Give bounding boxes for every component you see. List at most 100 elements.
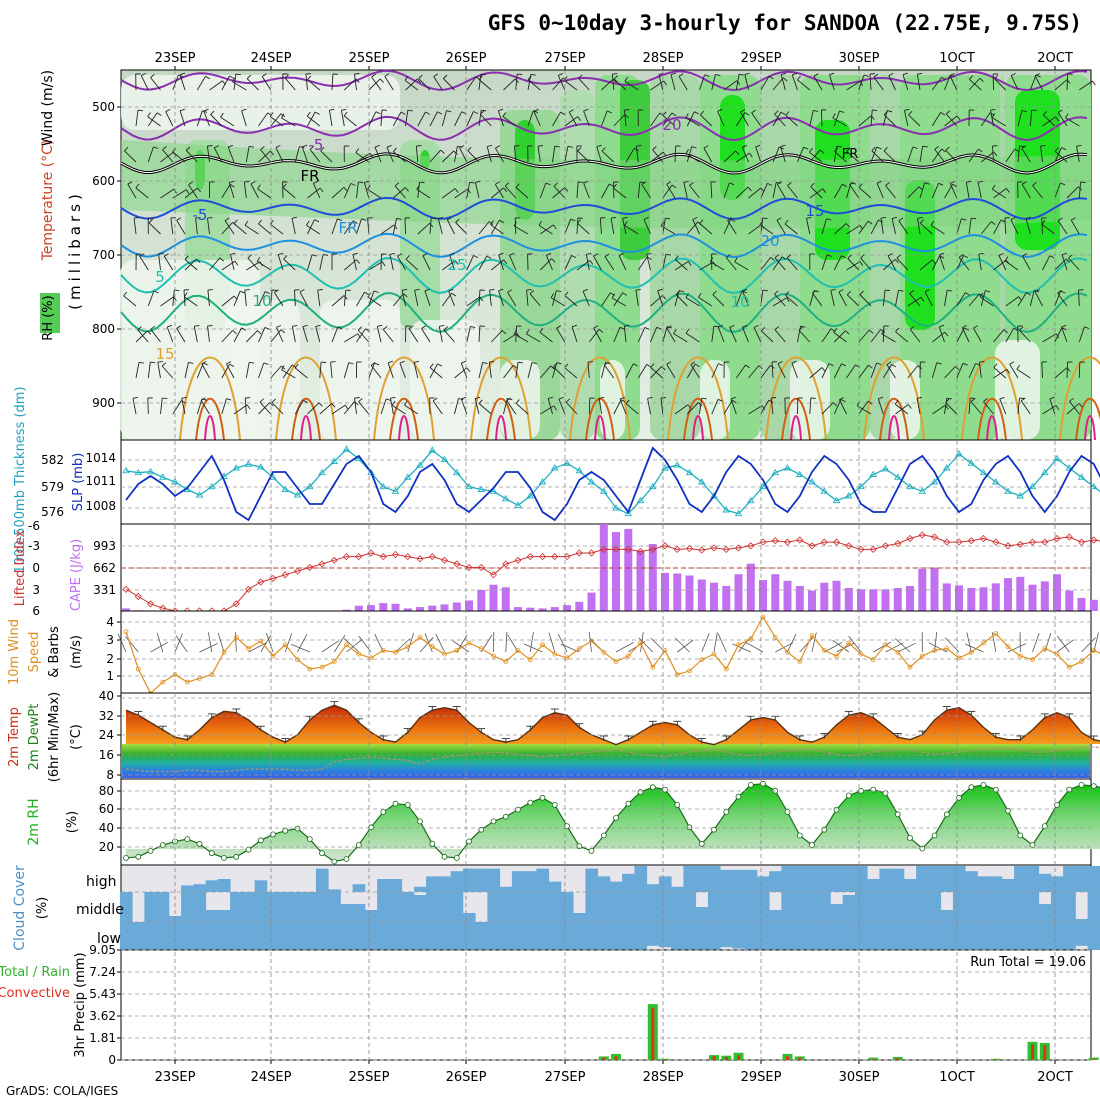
wind-barb bbox=[981, 151, 994, 163]
slp-tick-label: 1011 bbox=[85, 474, 116, 488]
wind-barb bbox=[748, 365, 760, 379]
wind-barb bbox=[380, 253, 382, 271]
li-point bbox=[661, 542, 669, 550]
wind-barb bbox=[448, 290, 455, 307]
wind-barb-flag bbox=[186, 189, 190, 195]
wind-label-b: Speed bbox=[27, 632, 42, 673]
wind-barb bbox=[699, 74, 706, 91]
wind-speed-point bbox=[993, 631, 999, 636]
cloud-bar bbox=[756, 922, 770, 950]
rh-point bbox=[1078, 782, 1085, 788]
wind-barb bbox=[699, 114, 713, 127]
wind-barb-flag bbox=[979, 292, 984, 298]
cloud-bar bbox=[781, 866, 795, 892]
wind-barb bbox=[735, 364, 746, 379]
wind-barb bbox=[331, 186, 345, 199]
wind-barb-flag bbox=[414, 360, 420, 363]
thickness-point bbox=[538, 478, 547, 485]
axis-tick-label: 500 bbox=[92, 100, 115, 114]
cloud-bar bbox=[438, 892, 452, 922]
cloud-bar bbox=[193, 884, 207, 892]
wind-barb bbox=[433, 76, 443, 91]
wind-barb-flag bbox=[622, 216, 628, 219]
surface-wind-barb bbox=[156, 632, 164, 653]
wind-barb bbox=[978, 362, 982, 379]
cloud-bar bbox=[475, 868, 488, 892]
thickness-point bbox=[1040, 468, 1049, 476]
wind-barb-flag bbox=[498, 108, 504, 112]
wind-speed-point bbox=[380, 648, 386, 653]
wind-barb-flag bbox=[867, 220, 873, 225]
wind-barb bbox=[992, 188, 1007, 199]
wind-speed-point bbox=[258, 638, 264, 644]
wind-barb-flag bbox=[467, 146, 472, 152]
li-point bbox=[698, 546, 706, 554]
wind-barb-flag bbox=[777, 181, 782, 185]
wind-barb bbox=[384, 76, 394, 91]
li-point bbox=[796, 536, 804, 544]
wind-barb bbox=[833, 399, 842, 415]
wind-barb bbox=[127, 183, 137, 199]
wind-barb bbox=[968, 397, 971, 415]
wind-barb-flag bbox=[753, 324, 759, 328]
wind-barb bbox=[834, 151, 847, 163]
wind-barb-flag bbox=[917, 396, 923, 399]
cloud-bar bbox=[119, 922, 133, 950]
cloud-bar bbox=[707, 866, 721, 892]
li-point bbox=[244, 585, 253, 593]
cape-bar bbox=[722, 586, 731, 611]
wind-barb bbox=[723, 150, 736, 163]
wind-barb bbox=[538, 225, 553, 235]
contour-label: 10 bbox=[252, 292, 271, 310]
rh-point bbox=[551, 802, 558, 808]
wind-barb bbox=[1021, 183, 1031, 199]
wind-barb bbox=[371, 76, 382, 91]
surface-wind-barb bbox=[894, 638, 911, 653]
wind-barb bbox=[601, 292, 611, 307]
wind-barb bbox=[135, 110, 139, 127]
wind-barb bbox=[895, 331, 909, 343]
wind-barb bbox=[490, 219, 500, 235]
wind-barb bbox=[931, 255, 941, 271]
li-point bbox=[538, 553, 547, 561]
cloud-bar bbox=[217, 910, 231, 922]
wind-barb-flag bbox=[197, 187, 201, 193]
wind-barb bbox=[307, 79, 321, 91]
li-point bbox=[857, 545, 865, 553]
wind-barb-flag bbox=[350, 182, 356, 186]
wind-barb bbox=[938, 326, 945, 343]
wind-barb bbox=[250, 183, 259, 199]
top-date-label: 28SEP bbox=[643, 51, 684, 66]
rh-frame bbox=[120, 778, 1092, 866]
cloud-bar bbox=[977, 876, 991, 892]
wind-barb-flag bbox=[550, 293, 555, 298]
wind-barb bbox=[876, 183, 884, 199]
cloud-bar bbox=[891, 892, 905, 922]
top-date-label: 24SEP bbox=[251, 51, 292, 66]
cape-bar bbox=[465, 600, 473, 611]
wind-barb-flag bbox=[832, 402, 838, 407]
wind-barb bbox=[992, 145, 994, 163]
wind-barb bbox=[207, 290, 210, 307]
wind-barbs bbox=[123, 72, 1096, 415]
wind-barb bbox=[1078, 326, 1085, 343]
wind-barb-flag bbox=[780, 144, 786, 148]
wind-barb bbox=[777, 363, 786, 379]
wind-barb bbox=[331, 295, 345, 307]
wind-barb-flag bbox=[179, 108, 185, 112]
wind-barb bbox=[408, 328, 419, 343]
wind-barb-flag bbox=[745, 364, 750, 369]
wind-barb bbox=[797, 147, 805, 163]
rh-legend-label: RH (%) bbox=[41, 295, 56, 340]
wind-barb-flag bbox=[860, 254, 865, 259]
wind-barb bbox=[751, 112, 762, 127]
wind-barb-flag bbox=[294, 363, 299, 369]
wind-barb bbox=[670, 74, 676, 91]
contour-30-loop bbox=[486, 397, 516, 441]
wind-barb-flag bbox=[537, 145, 543, 147]
wind-barb-flag bbox=[694, 363, 700, 367]
rh-units: (%) bbox=[65, 811, 80, 834]
cloud-bar bbox=[573, 922, 586, 950]
wind-barb-flag bbox=[501, 330, 507, 335]
wind-barb-flag bbox=[949, 72, 955, 76]
